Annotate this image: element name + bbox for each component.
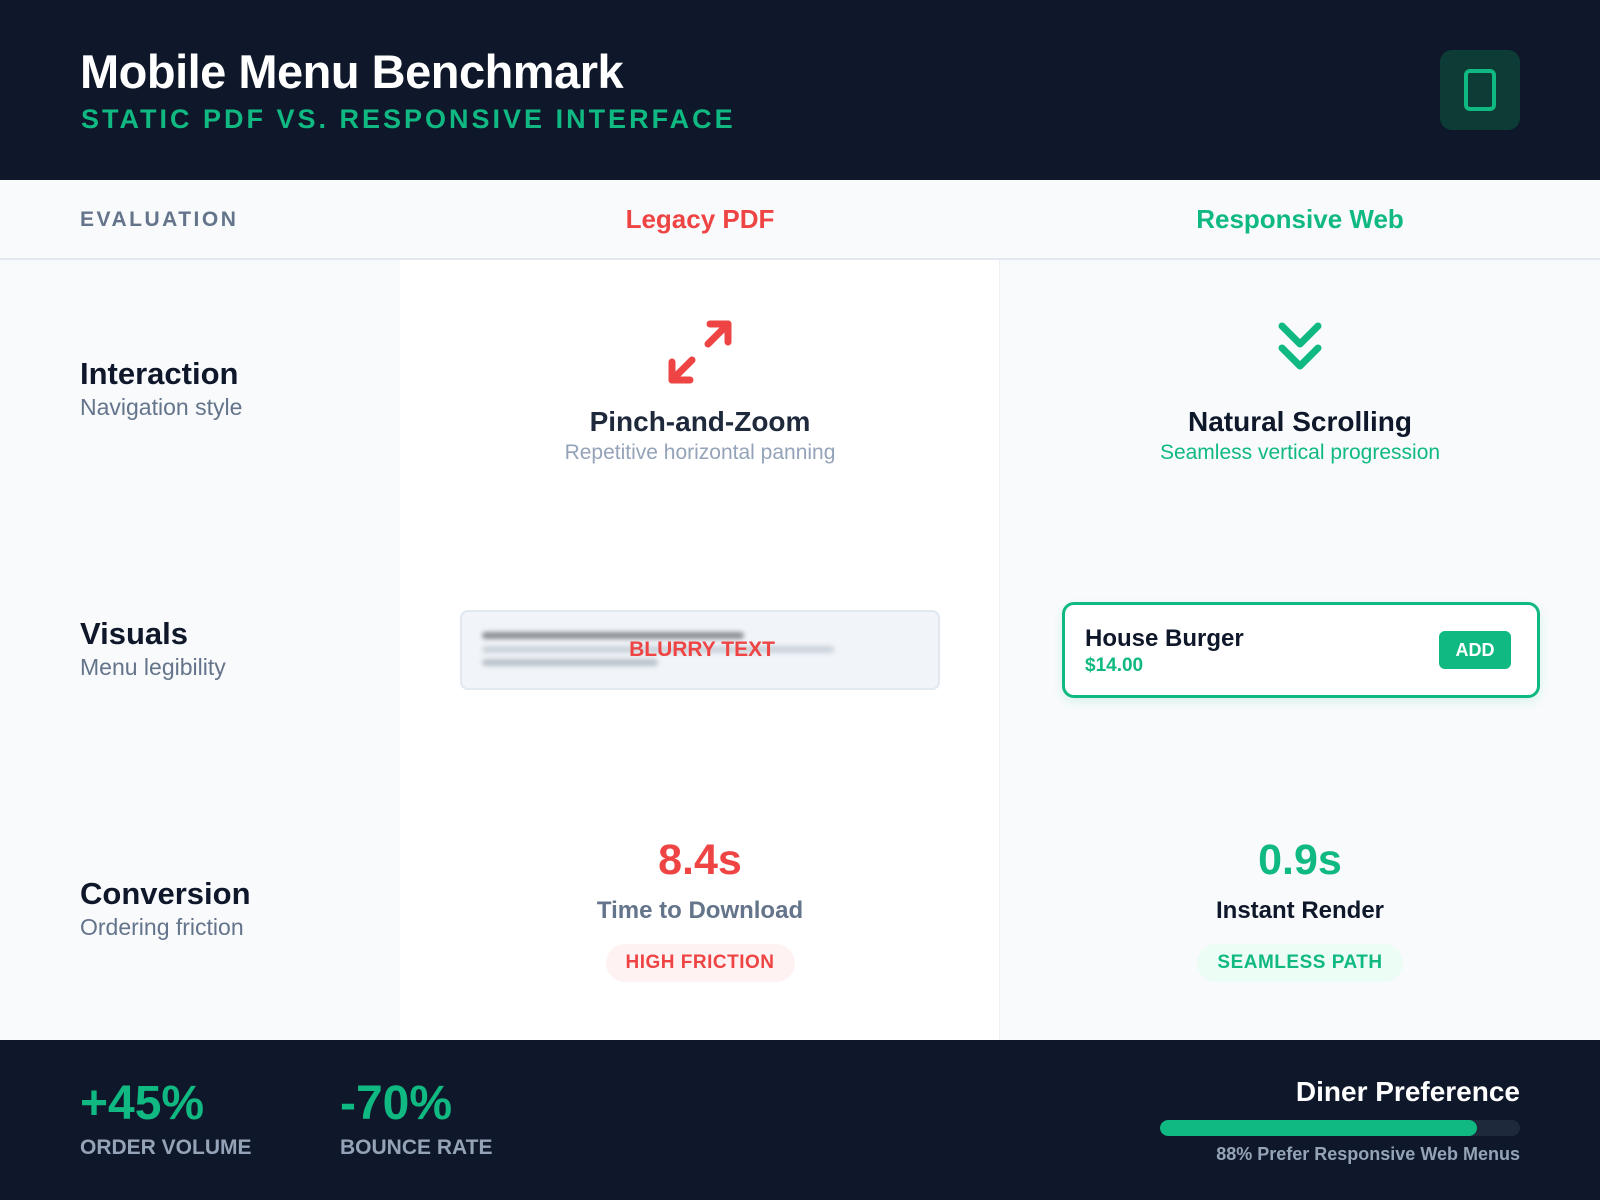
bounce-rate-value: -70%	[340, 1077, 453, 1130]
interaction-responsive-cell: Natural Scrolling Seamless vertical prog…	[1000, 260, 1600, 520]
order-volume-value: +45%	[80, 1077, 205, 1130]
interaction-label-cell: Interaction Navigation style	[0, 260, 400, 520]
diner-preference-bar	[1160, 1120, 1520, 1136]
visuals-row: Visuals Menu legibility BLURRY TEXT Hous…	[0, 520, 1600, 780]
visuals-label-cell: Visuals Menu legibility	[0, 520, 400, 780]
row-title: Conversion	[80, 876, 251, 911]
order-volume-label: ORDER VOLUME	[80, 1136, 252, 1159]
legacy-pdf-heading: Legacy PDF	[625, 204, 775, 234]
comparison-header: EVALUATION Legacy PDF Responsive Web	[0, 180, 1600, 260]
page-subtitle: STATIC PDF VS. RESPONSIVE INTERFACE	[81, 104, 736, 134]
high-friction-badge: HIGH FRICTION	[605, 944, 795, 982]
row-subtitle: Navigation style	[80, 394, 243, 420]
interaction-legacy-cell: Pinch-and-Zoom Repetitive horizontal pan…	[400, 260, 1000, 520]
page-title: Mobile Menu Benchmark	[80, 45, 624, 98]
row-subtitle: Ordering friction	[80, 914, 244, 940]
menu-item-card: House Burger $14.00 ADD	[1062, 602, 1540, 698]
diner-preference-fill	[1160, 1120, 1477, 1136]
visuals-responsive-cell: House Burger $14.00 ADD	[1000, 520, 1600, 780]
seamless-path-badge: SEAMLESS PATH	[1197, 944, 1403, 982]
double-chevron-down-icon	[1278, 322, 1322, 370]
responsive-load-time: 0.9s	[1258, 836, 1342, 884]
device-badge	[1440, 50, 1520, 130]
diner-preference-title: Diner Preference	[1295, 1076, 1520, 1107]
legacy-interaction-subtitle: Repetitive horizontal panning	[564, 441, 836, 464]
add-to-order-button[interactable]: ADD	[1439, 631, 1511, 669]
conversion-responsive-cell: 0.9s Instant Render SEAMLESS PATH	[1000, 780, 1600, 1040]
responsive-badge-wrap: SEAMLESS PATH	[1000, 944, 1600, 982]
blurred-text-line	[482, 646, 834, 653]
menu-item-price: $14.00	[1085, 655, 1144, 676]
blurred-text-line	[482, 659, 658, 666]
legacy-load-label: Time to Download	[596, 897, 804, 924]
legacy-badge-wrap: HIGH FRICTION	[400, 944, 1000, 982]
blurred-text-line	[482, 632, 744, 639]
row-title: Interaction	[80, 356, 239, 391]
conversion-legacy-cell: 8.4s Time to Download HIGH FRICTION	[400, 780, 1000, 1040]
legacy-load-time: 8.4s	[658, 836, 742, 884]
header: Mobile Menu Benchmark STATIC PDF VS. RES…	[0, 0, 1600, 180]
bounce-rate-label: BOUNCE RATE	[340, 1136, 493, 1159]
row-subtitle: Menu legibility	[80, 654, 226, 680]
legacy-interaction-title: Pinch-and-Zoom	[589, 406, 811, 437]
responsive-load-label: Instant Render	[1215, 897, 1385, 924]
responsive-interaction-title: Natural Scrolling	[1187, 406, 1413, 437]
footer-stats: +45% ORDER VOLUME -70% BOUNCE RATE Diner…	[0, 1040, 1600, 1200]
responsive-web-heading: Responsive Web	[1196, 204, 1404, 234]
menu-item-name: House Burger	[1085, 625, 1244, 652]
blurry-menu-preview: BLURRY TEXT	[460, 610, 940, 690]
mobile-phone-icon	[1464, 69, 1496, 111]
diner-preference-caption: 88% Prefer Responsive Web Menus	[1216, 1144, 1520, 1164]
conversion-row: Conversion Ordering friction 8.4s Time t…	[0, 780, 1600, 1040]
evaluation-heading: EVALUATION	[80, 208, 239, 231]
responsive-interaction-subtitle: Seamless vertical progression	[1159, 441, 1441, 464]
row-title: Visuals	[80, 616, 189, 651]
visuals-legacy-cell: BLURRY TEXT	[400, 520, 1000, 780]
interaction-row: Interaction Navigation style Pinch-and-Z…	[0, 260, 1600, 520]
blurry-text-label: BLURRY TEXT	[629, 638, 775, 661]
expand-arrows-icon	[668, 320, 732, 384]
conversion-label-cell: Conversion Ordering friction	[0, 780, 400, 1040]
